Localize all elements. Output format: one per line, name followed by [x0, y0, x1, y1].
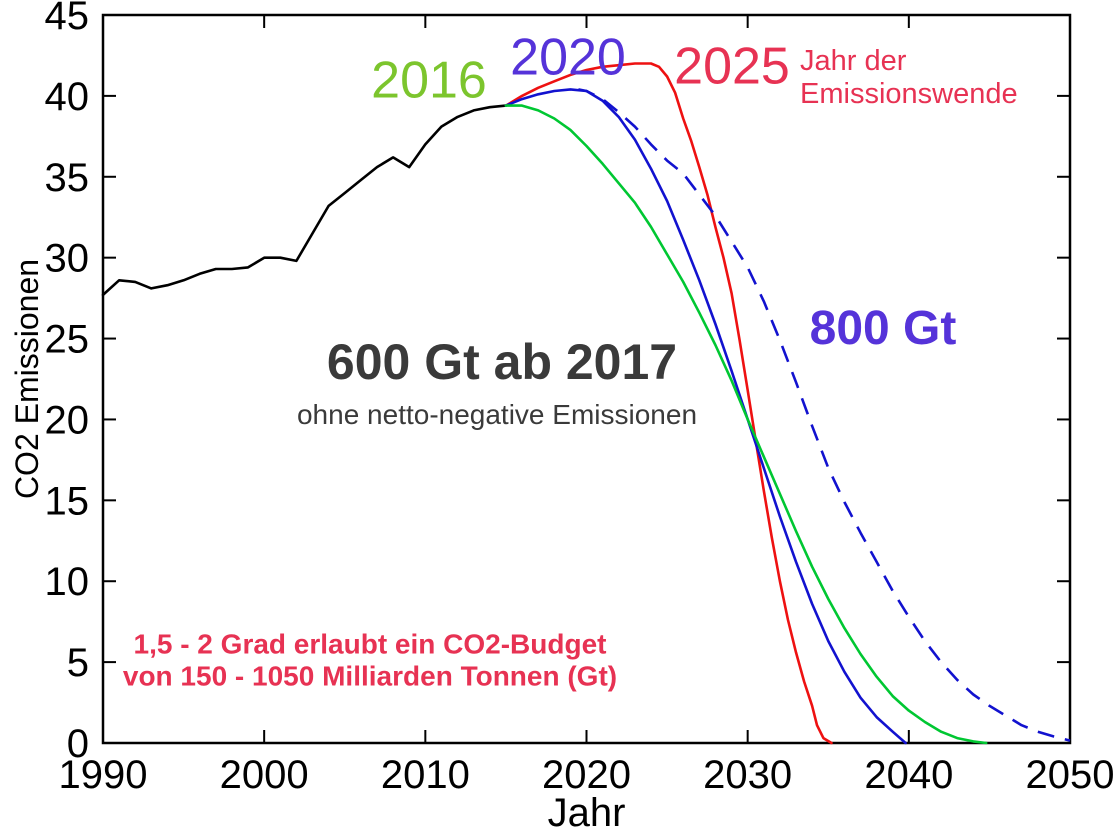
svg-text:2010: 2010 — [381, 753, 470, 797]
svg-text:0: 0 — [67, 722, 89, 766]
svg-text:1990: 1990 — [59, 753, 148, 797]
svg-text:2040: 2040 — [864, 753, 953, 797]
svg-text:25: 25 — [45, 318, 90, 362]
svg-text:10: 10 — [45, 560, 90, 604]
svg-text:15: 15 — [45, 479, 90, 523]
svg-text:20: 20 — [45, 398, 90, 442]
svg-text:CO2 Emissionen: CO2 Emissionen — [9, 259, 45, 499]
svg-text:30: 30 — [45, 237, 90, 281]
svg-text:45: 45 — [45, 0, 90, 38]
svg-text:5: 5 — [67, 641, 89, 685]
svg-text:2030: 2030 — [703, 753, 792, 797]
svg-text:2020: 2020 — [542, 753, 631, 797]
svg-text:40: 40 — [45, 75, 90, 119]
svg-text:Jahr: Jahr — [548, 791, 626, 830]
svg-text:2000: 2000 — [220, 753, 309, 797]
svg-text:35: 35 — [45, 156, 90, 200]
svg-text:2050: 2050 — [1026, 753, 1115, 797]
